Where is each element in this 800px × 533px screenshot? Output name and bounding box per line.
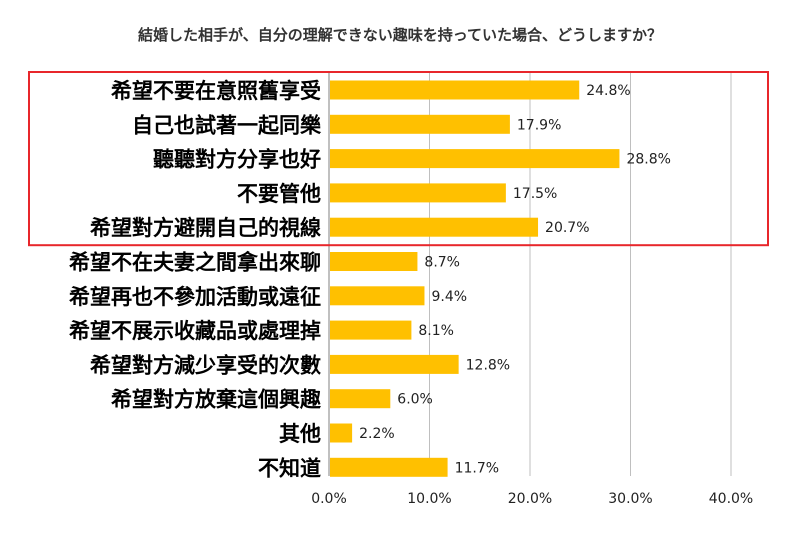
x-tick-label: 30.0% <box>608 491 652 507</box>
bar <box>330 252 418 271</box>
category-label: 不要管他 <box>237 182 321 206</box>
bar <box>330 114 510 134</box>
x-tick-label: 0.0% <box>311 491 347 507</box>
bar <box>330 217 539 237</box>
bar <box>330 286 425 306</box>
x-tick-label: 20.0% <box>508 491 552 507</box>
grid-lines <box>328 72 732 476</box>
bar <box>330 389 391 409</box>
category-label: 自己也試著一起同樂 <box>132 113 322 137</box>
value-label: 17.5% <box>513 186 557 202</box>
value-label: 2.2% <box>359 426 395 442</box>
value-label: 11.7% <box>455 460 499 476</box>
value-label: 28.8% <box>626 152 670 168</box>
x-axis-tick-labels: 0.0% 10.0% 20.0% 30.0% 40.0% <box>311 491 753 507</box>
bar <box>330 320 412 340</box>
highlight-box <box>28 71 769 247</box>
bar <box>330 183 506 203</box>
value-label: 24.8% <box>586 83 630 99</box>
category-label: 聽聽對方分享也好 <box>153 148 321 172</box>
bar <box>330 80 580 100</box>
category-labels: 希望不要在意照舊享受自己也試著一起同樂聽聽對方分享也好不要管他希望對方避開自己的… <box>69 79 322 480</box>
category-label: 不知道 <box>258 456 321 480</box>
bars <box>330 80 620 477</box>
x-tick-label: 10.0% <box>407 491 451 507</box>
x-tick-label: 40.0% <box>709 491 753 507</box>
value-labels: 24.8% 17.9% 28.8% 17.5% 20.7% 8.7% 9.4% 8.1% 12.… <box>359 83 671 476</box>
category-label: 希望對方減少享受的次數 <box>90 353 321 377</box>
category-label: 希望不在夫妻之間拿出來聊 <box>69 251 321 275</box>
highlight-box-layer <box>28 71 769 247</box>
chart-title: 結婚した相手が、自分の理解できない趣味を持っていた場合、どうしますか？ <box>138 26 662 44</box>
bar <box>330 423 353 443</box>
category-label: 其他 <box>279 422 321 446</box>
value-label: 17.9% <box>517 117 561 133</box>
category-label: 希望對方放棄這個興趣 <box>111 388 322 412</box>
category-label: 希望不要在意照舊享受 <box>111 79 321 103</box>
value-label: 20.7% <box>545 220 589 236</box>
value-label: 8.1% <box>418 323 454 339</box>
value-label: 9.4% <box>431 289 467 305</box>
value-label: 12.8% <box>466 357 510 373</box>
value-label: 6.0% <box>397 392 433 408</box>
category-label: 希望對方避開自己的視線 <box>90 216 321 240</box>
bar <box>330 457 448 477</box>
bar <box>330 149 620 169</box>
value-label: 8.7% <box>424 255 460 271</box>
bar <box>330 354 459 374</box>
category-label: 希望不展示收藏品或處理掉 <box>69 319 321 343</box>
category-label: 希望再也不參加活動或遠征 <box>69 285 321 309</box>
